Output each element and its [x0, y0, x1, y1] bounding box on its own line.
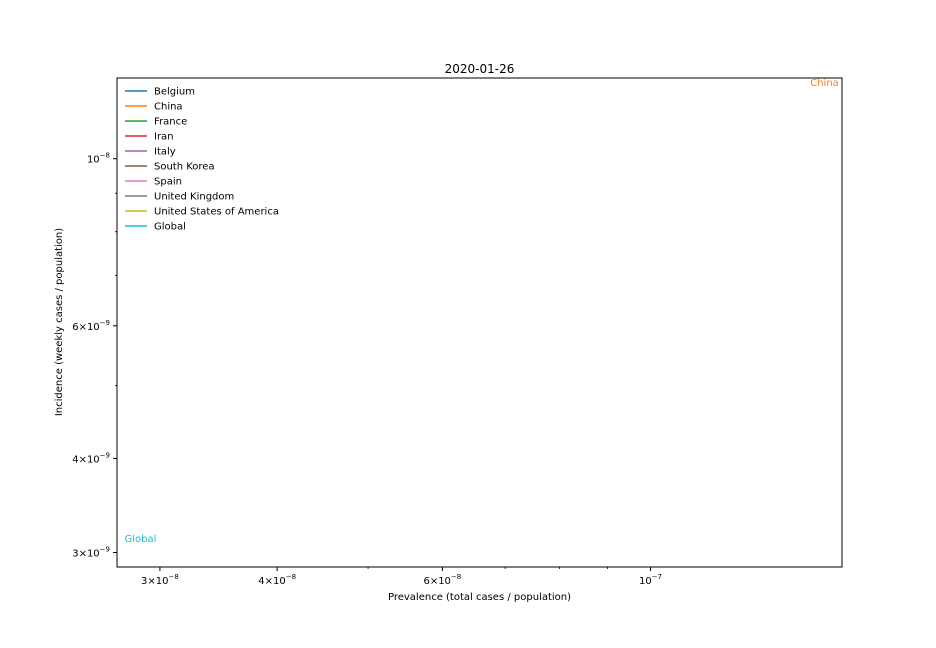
x-axis-ticks: 3×10−8 4×10−8 6×10−8 10−7: [141, 567, 662, 587]
legend-label: Italy: [154, 147, 176, 158]
legend-label: Iran: [154, 132, 174, 143]
x-tick-label: 6×10−8: [423, 573, 461, 587]
y-axis-label: Incidence (weekly cases / population): [54, 228, 65, 416]
y-tick-label: 4×10−9: [72, 451, 110, 465]
y-tick-label: 6×10−9: [72, 319, 110, 333]
annotations: China Global: [124, 78, 838, 545]
annotation-label: Global: [124, 534, 156, 545]
legend-label: Spain: [154, 177, 182, 188]
legend: Belgium China France Iran Italy South Korea Sp…: [125, 87, 279, 233]
y-axis-ticks: 3×10−9 4×10−9 6×10−9 10−8: [72, 152, 117, 560]
legend-label: China: [154, 102, 183, 113]
plot-frame: [116, 77, 843, 568]
x-axis-label: Prevalence (total cases / population): [388, 592, 571, 603]
y-tick-label: 3×10−9: [72, 546, 110, 560]
x-tick-label: 10−7: [639, 573, 662, 587]
legend-label: United Kingdom: [154, 192, 234, 203]
x-tick-label: 3×10−8: [141, 573, 179, 587]
legend-label: United States of America: [154, 207, 279, 218]
y-tick-label: 10−8: [87, 152, 110, 166]
legend-label: Global: [154, 222, 186, 233]
legend-label: France: [154, 117, 187, 128]
chart-title: 2020-01-26: [445, 62, 515, 76]
x-tick-label: 4×10−8: [258, 573, 296, 587]
legend-label: South Korea: [154, 162, 215, 173]
legend-label: Belgium: [154, 87, 195, 98]
annotation-label: China: [810, 78, 839, 89]
